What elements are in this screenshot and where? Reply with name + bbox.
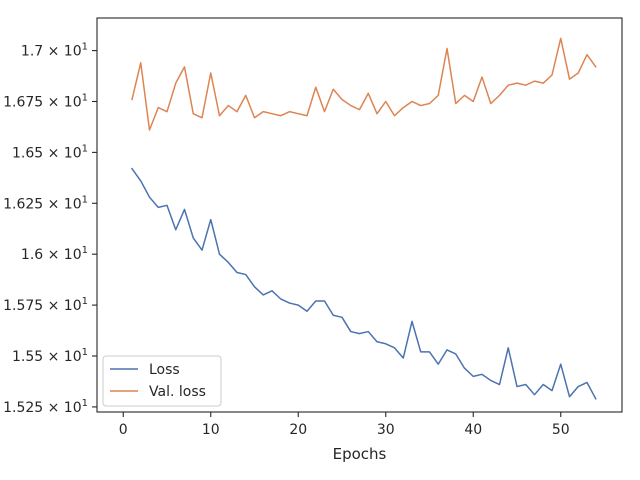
y-tick-label: 1.625 × 101 [3, 194, 88, 212]
y-tick-mantissa: 1.7 × 10 [21, 44, 82, 60]
y-tick-label: 1.6 × 101 [21, 245, 88, 263]
y-tick-mantissa: 1.675 × 10 [3, 94, 82, 110]
legend-label: Loss [149, 362, 180, 378]
y-tick-exponent: 1 [82, 143, 88, 154]
legend: Loss Val. loss [102, 355, 222, 407]
y-tick-exponent: 1 [82, 245, 88, 256]
y-tick-mantissa: 1.55 × 10 [12, 349, 82, 365]
y-tick-mantissa: 1.525 × 10 [3, 400, 82, 416]
y-tick-exponent: 1 [82, 347, 88, 358]
y-tick-exponent: 1 [82, 398, 88, 409]
y-tick-mantissa: 1.575 × 10 [3, 298, 82, 314]
y-tick-exponent: 1 [82, 92, 88, 103]
plot-frame [96, 17, 623, 413]
series-line-loss [130, 167, 597, 400]
x-tick-label: 20 [289, 422, 307, 438]
y-tick-mantissa: 1.65 × 10 [12, 145, 82, 161]
legend-label: Val. loss [149, 384, 206, 400]
x-tick-label: 50 [552, 422, 570, 438]
y-tick-exponent: 1 [82, 296, 88, 307]
x-axis: 0 10 20 30 40 50 [119, 412, 570, 438]
x-tick-label: 30 [377, 422, 395, 438]
y-tick-label: 1.675 × 101 [3, 92, 88, 110]
y-tick-label: 1.55 × 101 [12, 347, 88, 365]
series-layer [130, 37, 597, 400]
y-tick-label: 1.575 × 101 [3, 296, 88, 314]
x-tick-label: 0 [119, 422, 128, 438]
x-axis-label: Epochs [333, 445, 387, 463]
y-tick-label: 1.65 × 101 [12, 143, 88, 161]
x-tick-label: 10 [202, 422, 220, 438]
y-tick-exponent: 1 [82, 194, 88, 205]
y-tick-label: 1.525 × 101 [3, 398, 88, 416]
plot-background [97, 18, 622, 412]
y-tick-exponent: 1 [82, 42, 88, 53]
y-tick-mantissa: 1.6 × 10 [21, 247, 82, 263]
x-tick-label: 40 [464, 422, 482, 438]
series-line-val-loss [131, 37, 597, 131]
y-tick-label: 1.7 × 101 [21, 42, 88, 60]
y-tick-mantissa: 1.625 × 10 [3, 196, 82, 212]
